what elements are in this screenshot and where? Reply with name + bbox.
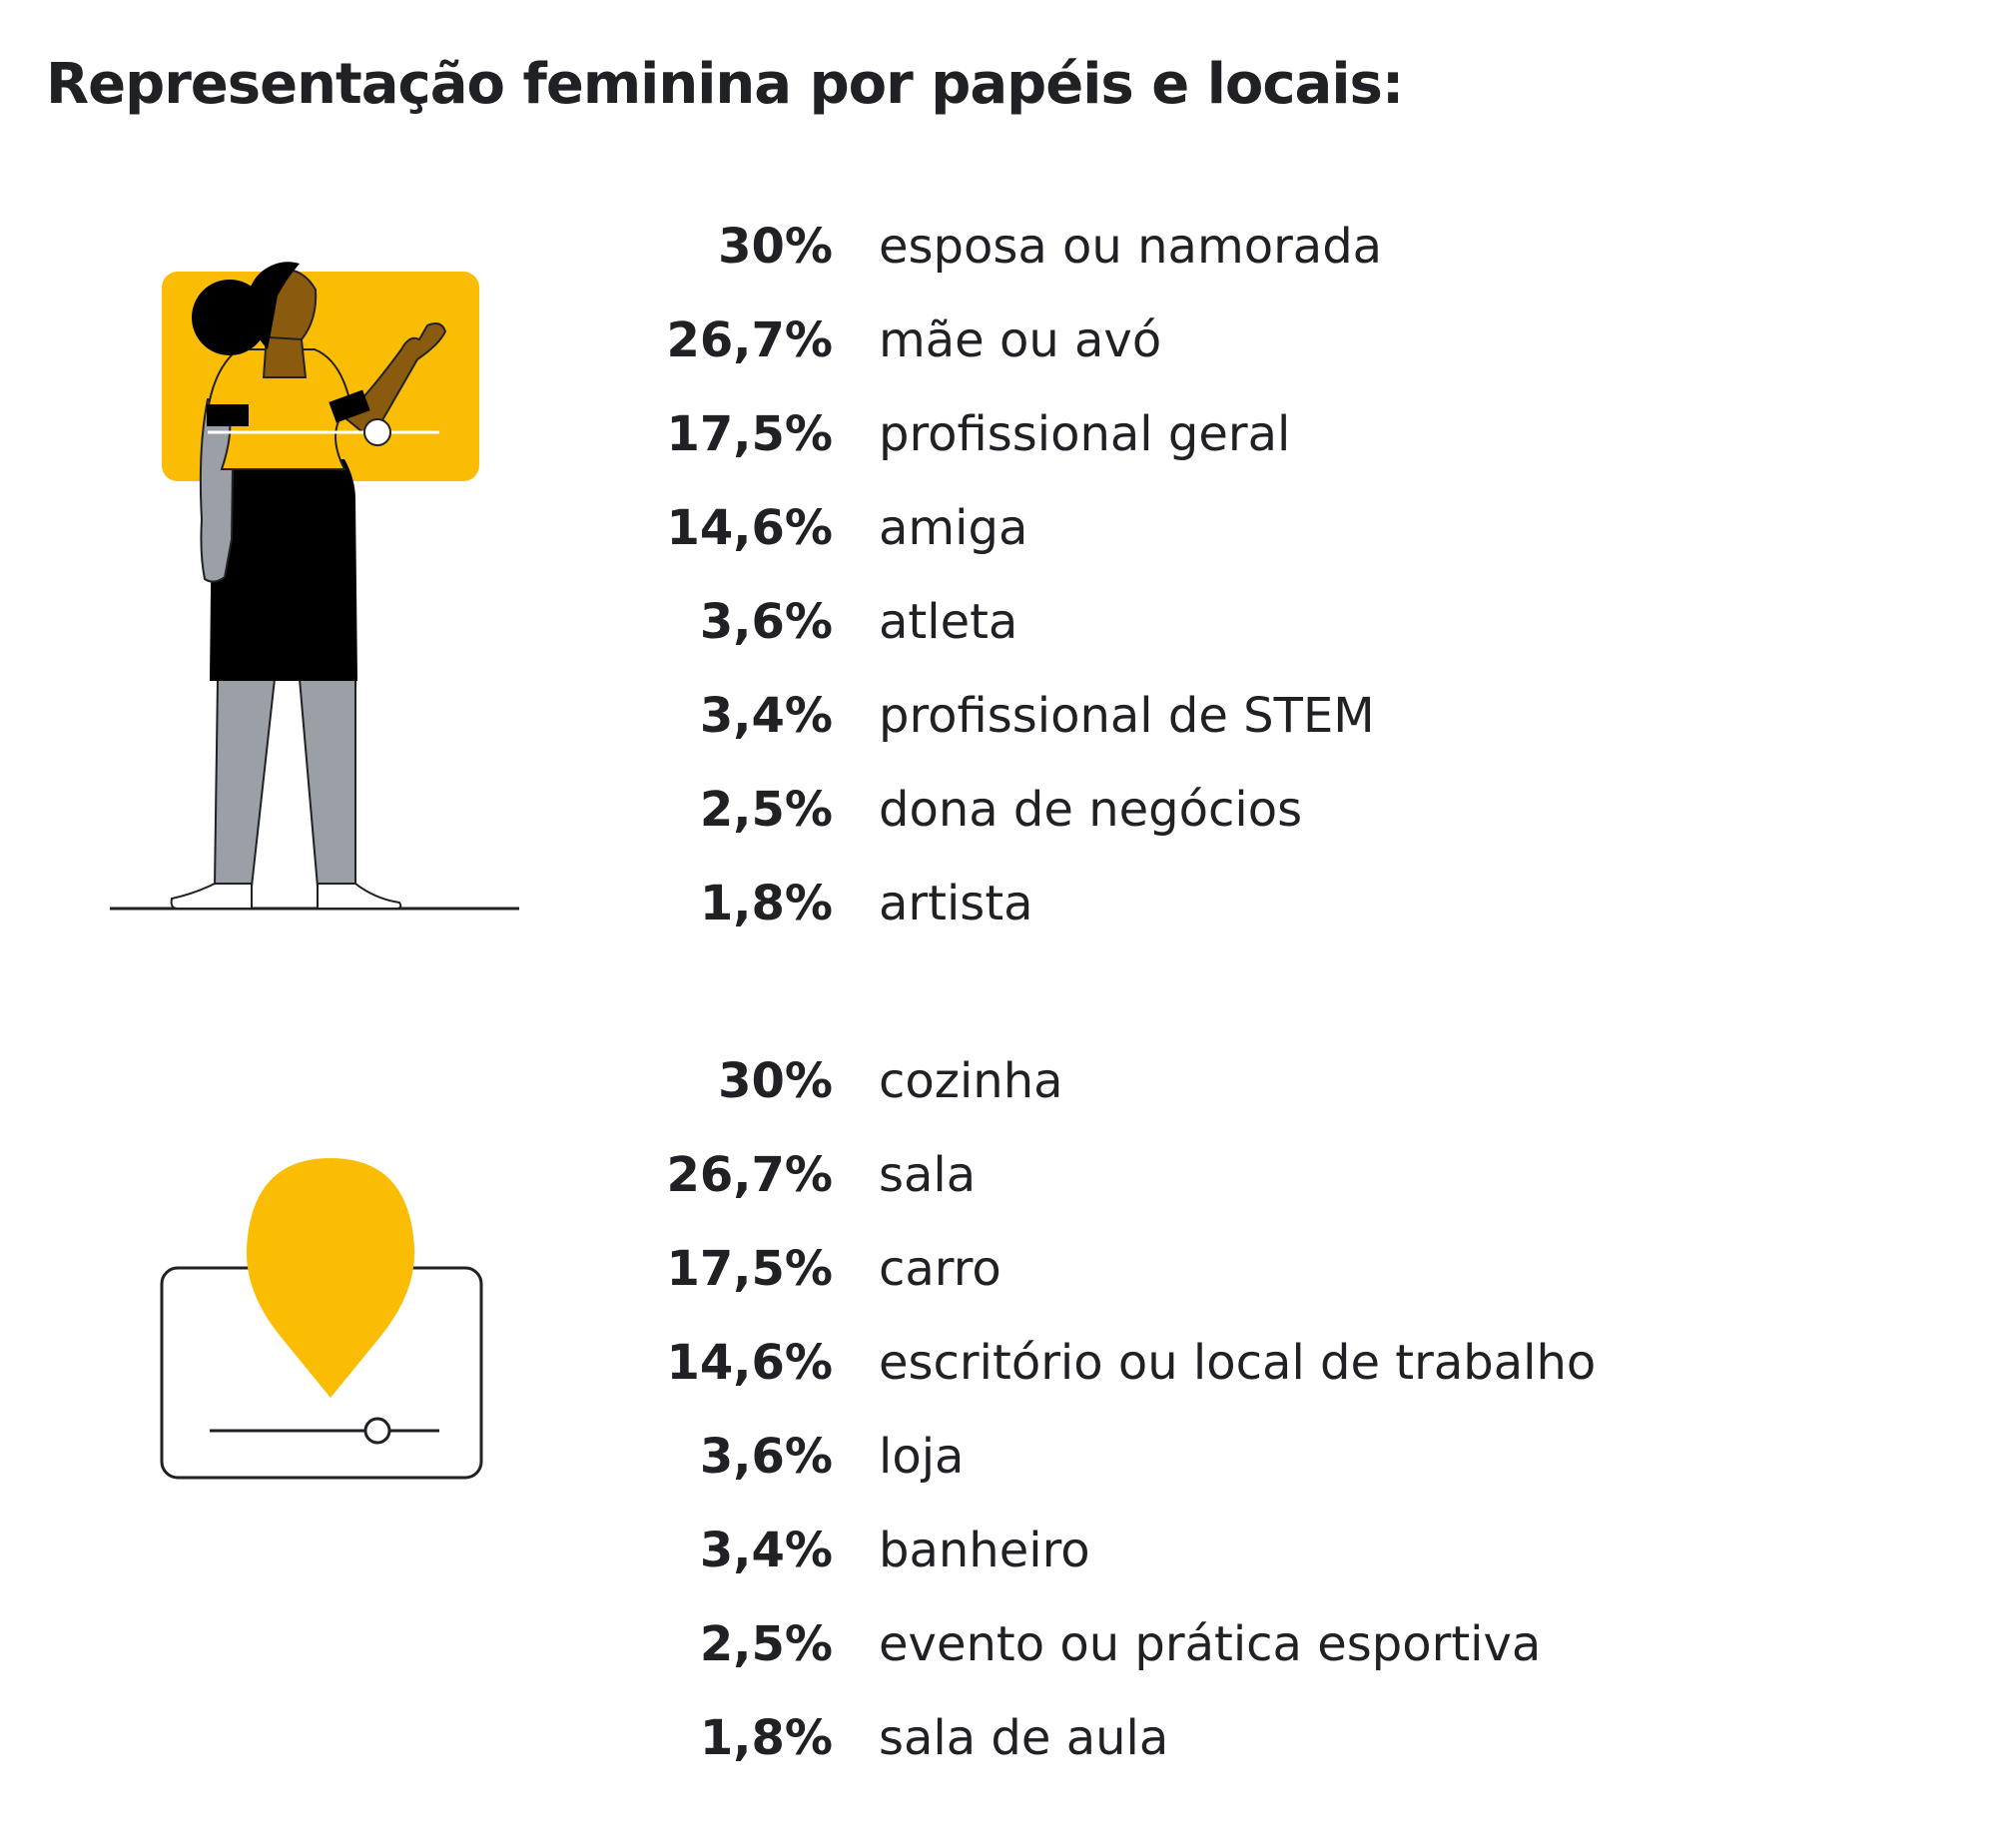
role-label: amiga [879,500,1028,556]
place-label: cozinha [879,1053,1063,1109]
percent-value: 30% [718,219,833,275]
list-item: 30% cozinha [0,1034,1997,1128]
list-item: 1,8% artista [0,857,1997,950]
list-item: 14,6% amiga [0,481,1997,575]
list-item: 1,8% sala de aula [0,1691,1997,1785]
place-label: banheiro [879,1523,1090,1578]
woman-figure-icon [110,262,519,911]
list-item: 2,5% evento ou prática esportiva [0,1597,1997,1691]
percent-value: 3,6% [699,1429,833,1485]
place-label: escritório ou local de trabalho [879,1335,1597,1391]
place-label: carro [879,1241,1001,1297]
percent-value: 17,5% [666,406,833,462]
percent-value: 26,7% [666,1147,833,1203]
role-label: atleta [879,594,1018,650]
percent-value: 14,6% [666,1335,833,1391]
percent-value: 14,6% [666,500,833,556]
list-item: 3,4% profissional de STEM [0,669,1997,763]
list-item: 3,6% atleta [0,575,1997,669]
place-label: evento ou prática esportiva [879,1616,1542,1672]
list-item: 3,6% loja [0,1410,1997,1504]
role-label: mãe ou avó [879,312,1162,368]
percent-value: 17,5% [666,1241,833,1297]
percent-value: 2,5% [699,782,833,838]
role-label: profissional de STEM [879,688,1375,744]
list-item: 2,5% dona de negócios [0,763,1997,857]
percent-value: 3,4% [699,1523,833,1578]
list-item: 3,4% banheiro [0,1504,1997,1597]
percent-value: 1,8% [699,1710,833,1766]
percent-value: 30% [718,1053,833,1109]
page-title: Representação feminina por papéis e loca… [46,52,1404,117]
role-label: profissional geral [879,406,1291,462]
list-item: 26,7% mãe ou avó [0,294,1997,387]
percent-value: 3,6% [699,594,833,650]
list-item: 17,5% carro [0,1222,1997,1316]
role-label: dona de negócios [879,782,1303,838]
place-label: sala de aula [879,1710,1169,1766]
place-label: loja [879,1429,965,1485]
percent-value: 3,4% [699,688,833,744]
percent-value: 1,8% [699,876,833,931]
role-label: esposa ou namorada [879,219,1383,275]
role-label: artista [879,876,1033,931]
location-pin-icon [160,1158,483,1480]
percent-value: 26,7% [666,312,833,368]
place-label: sala [879,1147,977,1203]
percent-value: 2,5% [699,1616,833,1672]
list-item: 14,6% escritório ou local de trabalho [0,1316,1997,1410]
list-item: 26,7% sala [0,1128,1997,1222]
list-item: 30% esposa ou namorada [0,200,1997,294]
list-item: 17,5% profissional geral [0,387,1997,481]
